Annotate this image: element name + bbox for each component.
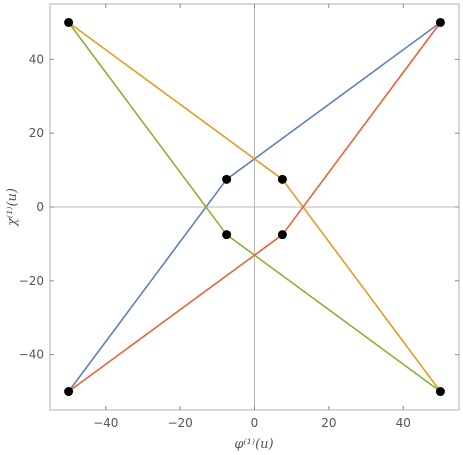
y-tick-label: 20 (29, 126, 44, 140)
data-point (222, 230, 232, 240)
y-tick-label: 40 (29, 52, 44, 66)
data-point (222, 174, 232, 184)
x-tick-label: 20 (321, 416, 336, 430)
y-tick-label: −20 (19, 274, 44, 288)
x-tick-label: −40 (93, 416, 118, 430)
data-point (277, 230, 287, 240)
data-point (64, 387, 74, 397)
data-point (277, 174, 287, 184)
data-point (435, 387, 445, 397)
x-tick-label: 40 (396, 416, 411, 430)
x-tick-label: 0 (251, 416, 259, 430)
data-point (435, 17, 445, 27)
x-tick-label: −20 (167, 416, 192, 430)
points-layer (64, 17, 445, 397)
x-axis-label: φ⁽¹⁾(u) (234, 437, 273, 452)
y-axis-label: χ⁽¹⁾(u) (5, 188, 20, 227)
y-tick-label: 0 (36, 200, 44, 214)
data-point (64, 17, 74, 27)
ticks: −40 −20 0 20 40 −40 −20 0 20 40 (19, 4, 459, 430)
zero-axes (50, 4, 459, 410)
y-tick-label: −40 (19, 348, 44, 362)
